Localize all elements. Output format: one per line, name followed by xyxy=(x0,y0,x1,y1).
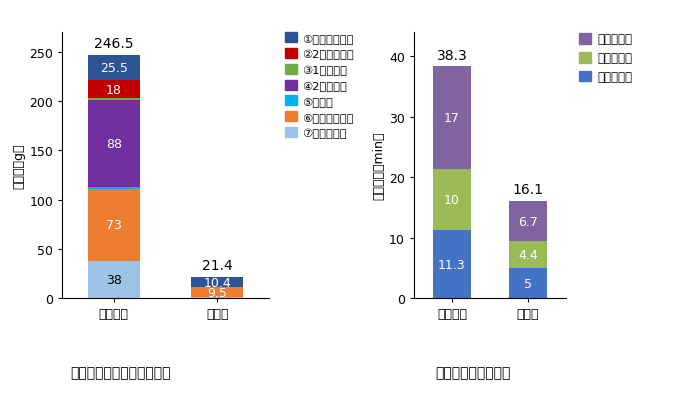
Text: 9.5: 9.5 xyxy=(208,286,227,299)
Text: 11.3: 11.3 xyxy=(438,258,466,271)
Bar xyxy=(509,268,547,299)
Bar xyxy=(88,189,139,261)
Bar xyxy=(88,81,139,99)
Text: 73: 73 xyxy=(106,219,122,232)
Text: 図３　穀粒の機内残り状況: 図３ 穀粒の機内残り状況 xyxy=(70,365,171,379)
Bar xyxy=(192,288,244,297)
Bar xyxy=(433,67,471,170)
Text: 38: 38 xyxy=(106,273,122,286)
Bar xyxy=(433,170,471,230)
Y-axis label: 所要時間（min）: 所要時間（min） xyxy=(372,131,385,200)
Legend: ①１番横～受継, ②2番横～受継, ③1番縦末端, ④2番縦末端, ⑤処理胴, ⑥タンク～排出, ⑦排出上受継: ①１番横～受継, ②2番横～受継, ③1番縦末端, ④2番縦末端, ⑤処理胴, … xyxy=(285,33,354,139)
Bar xyxy=(509,242,547,268)
Bar xyxy=(88,56,139,81)
Bar xyxy=(509,201,547,242)
Text: 16.1: 16.1 xyxy=(513,182,543,196)
Text: 88: 88 xyxy=(106,137,122,151)
Bar xyxy=(88,261,139,299)
Text: 図４　清掛所要時間: 図４ 清掛所要時間 xyxy=(435,365,511,379)
Text: 25.5: 25.5 xyxy=(100,62,128,75)
Bar xyxy=(88,187,139,189)
Bar xyxy=(192,297,244,299)
Bar xyxy=(192,277,244,288)
Bar xyxy=(88,101,139,187)
Text: 10: 10 xyxy=(444,193,460,207)
Bar xyxy=(433,230,471,299)
Text: 5: 5 xyxy=(524,277,532,290)
Text: 21.4: 21.4 xyxy=(202,259,233,273)
Y-axis label: 機内残（g）: 機内残（g） xyxy=(12,143,25,188)
Text: 6.7: 6.7 xyxy=(518,215,538,228)
Text: 38.3: 38.3 xyxy=(437,48,467,63)
Bar xyxy=(88,99,139,101)
Text: 4.4: 4.4 xyxy=(518,249,538,261)
Text: 246.5: 246.5 xyxy=(94,37,134,51)
Text: 18: 18 xyxy=(106,83,122,96)
Text: 17: 17 xyxy=(444,112,460,125)
Legend: フタ等・閉, エアー吹き, フタ等・開: フタ等・閉, エアー吹き, フタ等・開 xyxy=(580,33,632,84)
Text: 10.4: 10.4 xyxy=(204,276,231,289)
